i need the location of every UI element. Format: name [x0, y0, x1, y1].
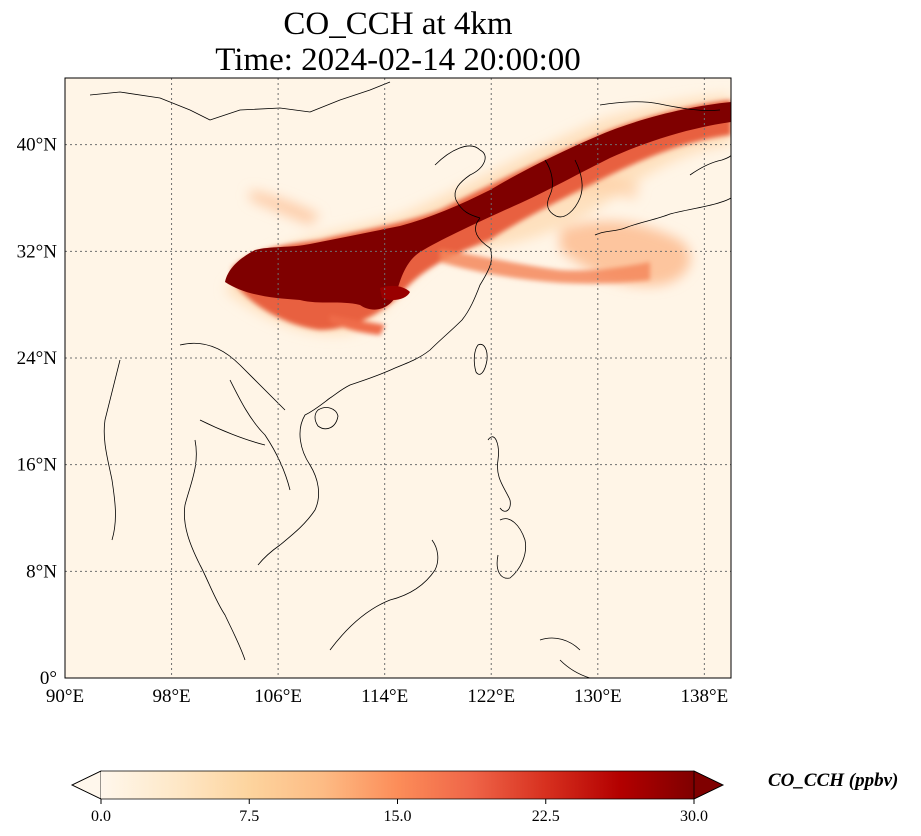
lat-tick-label: 32°N — [17, 241, 58, 262]
lat-tick-label: 8°N — [26, 561, 57, 582]
colorbar-label: CO_CCH (ppbv) — [768, 770, 899, 791]
japan-hokkaido — [689, 154, 731, 176]
mongolia-border — [89, 81, 391, 121]
colorbar-ticks: 0.0 7.5 15.0 22.5 30.0 — [91, 799, 708, 825]
lon-tick-label: 90°E — [46, 686, 84, 707]
co-concentration-field — [225, 95, 731, 335]
colorbar-tick-label: 7.5 — [239, 808, 259, 825]
indochina-borders — [179, 342, 291, 491]
borneo — [329, 539, 439, 651]
lat-tick-label: 24°N — [17, 348, 58, 369]
hainan — [314, 407, 339, 430]
plume-core-maxima — [225, 102, 731, 310]
lon-tick-label: 138°E — [681, 686, 729, 707]
colorbar-tick-label: 15.0 — [384, 808, 412, 825]
myanmar-coast — [103, 359, 121, 541]
thailand-malay — [183, 439, 246, 661]
lon-tick-label: 122°E — [467, 686, 515, 707]
colorbar-extend-min — [71, 770, 102, 800]
colorbar-extend-max — [693, 770, 724, 800]
colorbar-tick-label: 0.0 — [91, 808, 111, 825]
lat-tick-label: 40°N — [17, 135, 58, 156]
colorbar-gradient — [101, 771, 694, 799]
colorbar-tick-label: 22.5 — [532, 808, 560, 825]
longitude-tick-labels: 90°E 98°E 106°E 114°E 122°E 130°E 138°E — [46, 686, 728, 707]
korea-peninsula — [544, 159, 583, 218]
map-gridlines — [65, 78, 731, 678]
map-time-subtitle: Time: 2024-02-14 20:00:00 — [215, 42, 581, 78]
lon-tick-label: 98°E — [152, 686, 190, 707]
colorbar-tick-label: 30.0 — [680, 808, 708, 825]
map-title: CO_CCH at 4km — [283, 6, 513, 42]
japan-kyushu-honshu — [594, 197, 731, 236]
lat-tick-label: 16°N — [17, 455, 58, 476]
vietnam-coast — [257, 397, 331, 566]
russia-far-east — [599, 101, 721, 111]
map-frame — [64, 77, 732, 679]
lat-tick-label: 0° — [40, 668, 57, 689]
lon-tick-label: 106°E — [254, 686, 302, 707]
china-northeast-coast — [434, 145, 486, 219]
philippines-luzon — [487, 436, 511, 512]
lon-tick-label: 114°E — [361, 686, 408, 707]
latitude-tick-labels: 0° 8°N 16°N 24°N 32°N 40°N — [17, 135, 58, 689]
taiwan — [473, 343, 488, 375]
philippines-mindanao — [496, 518, 527, 579]
colorbar: 0.0 7.5 15.0 22.5 30.0 — [71, 770, 724, 825]
coastlines-and-borders — [89, 81, 731, 678]
indonesia-north — [539, 637, 591, 678]
lon-tick-label: 130°E — [574, 686, 622, 707]
